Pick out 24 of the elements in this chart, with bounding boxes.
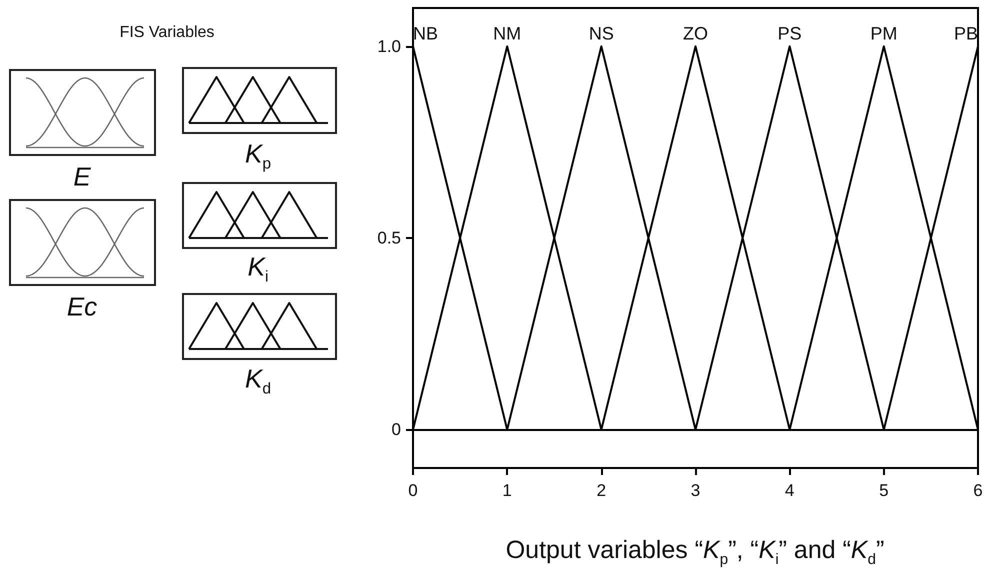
series-label: NM xyxy=(493,23,522,44)
text: K$_{i}$ xyxy=(248,251,268,287)
text: Output variables “K$_{p}$”, “K$_{i}$” and “K$_{d}$” xyxy=(506,536,884,568)
text: E xyxy=(73,162,91,192)
x-tick-label: 0 xyxy=(408,481,418,500)
text: K$_{d}$ xyxy=(244,363,272,399)
series-label: PB xyxy=(954,23,978,44)
series-label: NB xyxy=(413,23,438,44)
x-tick-label: 3 xyxy=(690,481,700,500)
x-tick-label: 4 xyxy=(784,481,794,500)
text: K$_{p}$ xyxy=(244,138,272,174)
x-tick-label: 2 xyxy=(596,481,606,500)
series-label: NS xyxy=(588,23,614,44)
series-label: PS xyxy=(778,23,802,44)
x-tick-label: 1 xyxy=(502,481,512,500)
x-tick-label: 6 xyxy=(973,481,983,500)
text: FIS Variables xyxy=(120,24,214,42)
y-tick-label: 1.0 xyxy=(377,36,401,56)
series-label: ZO xyxy=(683,23,708,44)
series-label: PM xyxy=(870,23,898,44)
y-tick-label: 0 xyxy=(392,420,401,440)
x-tick-label: 5 xyxy=(879,481,889,500)
y-tick-label: 0.5 xyxy=(377,228,401,248)
text: Ec xyxy=(66,292,98,322)
